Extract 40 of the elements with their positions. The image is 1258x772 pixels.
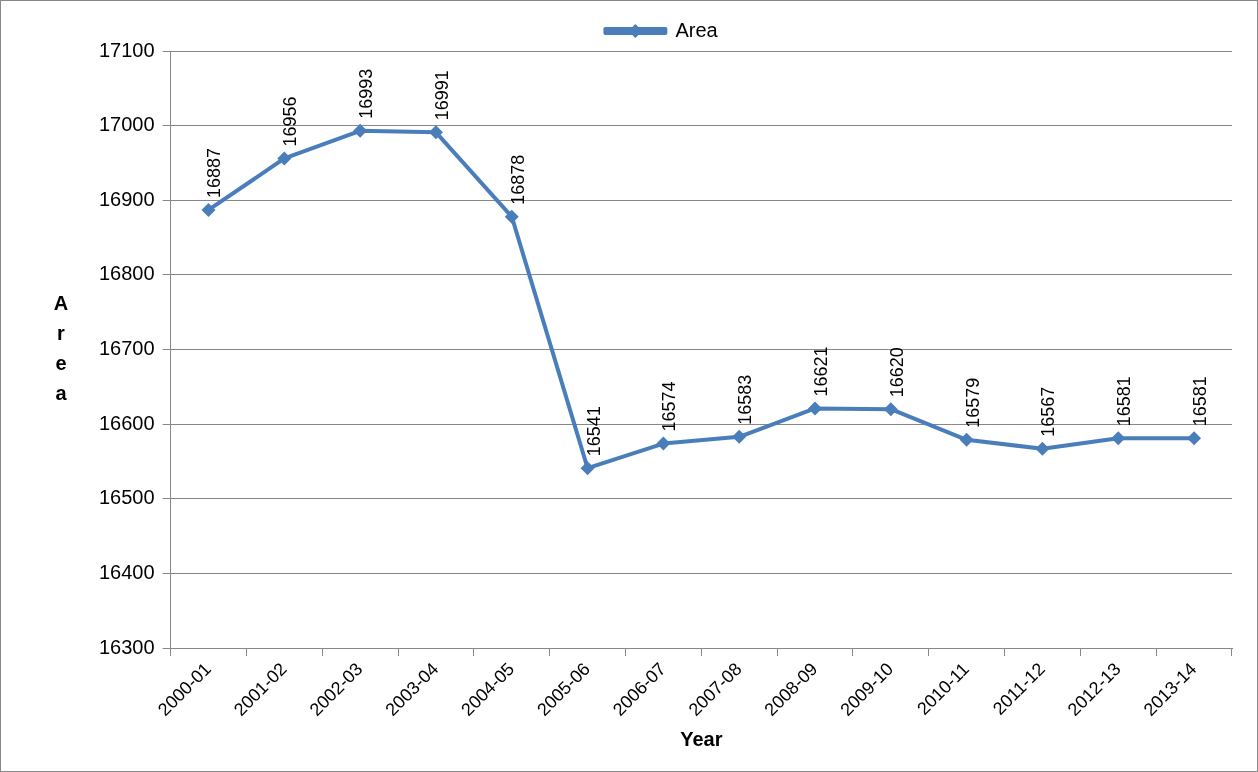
- point: [277, 151, 292, 166]
- data-label: 16887: [204, 147, 225, 198]
- y-tick-label: 16900: [98, 187, 155, 210]
- y-tick-label: 16400: [98, 560, 155, 583]
- point: [732, 429, 747, 444]
- y-tick-label: 16600: [98, 411, 155, 434]
- y-tick-label: 16500: [98, 486, 155, 509]
- data-label: 16620: [886, 347, 907, 398]
- data-label: 16991: [431, 70, 452, 121]
- point: [353, 123, 368, 138]
- x-axis-title: Year: [680, 727, 723, 750]
- data-label: 16583: [735, 374, 756, 425]
- data-label: 16579: [962, 377, 983, 428]
- point: [504, 209, 519, 224]
- point: [883, 402, 898, 417]
- y-tick-label: 17100: [98, 38, 155, 61]
- point: [1111, 431, 1126, 446]
- data-label: 16581: [1114, 376, 1135, 427]
- data-label: 16993: [356, 68, 377, 119]
- point: [1035, 441, 1050, 456]
- point: [808, 401, 823, 416]
- data-label: 16621: [811, 346, 831, 397]
- legend-label: Area: [675, 18, 719, 41]
- y-tick-label: 16700: [98, 337, 155, 360]
- data-label: 16956: [280, 96, 301, 147]
- point: [580, 461, 595, 476]
- y-tick-label: 16800: [98, 262, 155, 285]
- data-label: 16574: [659, 381, 680, 432]
- y-axis-title: Area: [53, 292, 69, 405]
- data-label: 16878: [507, 154, 528, 205]
- y-tick-label: 17000: [98, 113, 155, 136]
- point: [656, 436, 671, 451]
- point: [1187, 431, 1202, 446]
- point: [428, 125, 443, 140]
- data-label: 16567: [1038, 386, 1059, 437]
- data-label: 16581: [1190, 376, 1211, 427]
- point: [959, 432, 974, 447]
- y-tick-label: 16300: [98, 635, 155, 658]
- point: [201, 202, 216, 217]
- data-label: 16541: [583, 406, 604, 457]
